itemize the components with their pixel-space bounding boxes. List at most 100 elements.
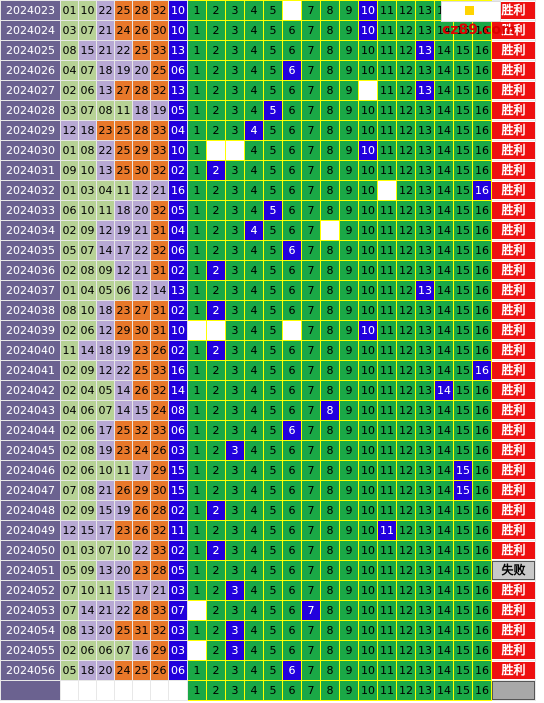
number-cell: 3 [225, 20, 245, 41]
red-ball-cell: 29 [150, 640, 169, 661]
result-cell: 胜利 [491, 520, 536, 541]
result-cell: 胜利 [491, 280, 536, 301]
number-cell: 6 [282, 80, 302, 101]
number-cell: 9 [339, 600, 359, 621]
red-ball-cell: 10 [96, 460, 115, 481]
number-cell: 3 [225, 80, 245, 101]
number-cell: 10 [358, 100, 378, 121]
number-cell: 2 [206, 380, 226, 401]
table-row: 2024042 02 04 05 14 26 32 14 1 2 3 4 5 6 7 8 9 10 11 12 13 14… [0, 380, 536, 401]
number-cell: 7 [301, 200, 321, 221]
red-ball-cell: 08 [78, 260, 97, 281]
red-ball-cell: 06 [78, 320, 97, 341]
number-cell: 5 [263, 420, 283, 441]
result-cell: 胜利 [491, 20, 536, 41]
win-badge: 胜利 [492, 502, 535, 519]
red-ball-cell: 12 [96, 360, 115, 381]
blue-ball-cell: 06 [168, 420, 188, 441]
number-cell: 7 [301, 20, 321, 41]
number-cell: 15 [453, 180, 473, 201]
number-cell: 12 [396, 60, 416, 81]
red-ball-cell: 24 [132, 440, 151, 461]
number-cell: 1 [187, 100, 207, 121]
result-cell: 胜利 [491, 140, 536, 161]
number-cell: 6 [282, 40, 302, 61]
result-cell: 胜利 [491, 540, 536, 561]
table-row: 2024048 02 09 15 19 26 28 02 1 2 3 4 5 6 7 8 9 10 11 12 13 14… [0, 500, 536, 521]
number-cell: 12 [396, 260, 416, 281]
red-ball-cell: 02 [60, 420, 79, 441]
number-cell: 12 [396, 440, 416, 461]
number-cell: 1 [187, 560, 207, 581]
number-cell: 3 [225, 540, 245, 561]
number-cell: 9 [339, 80, 359, 101]
number-cell: 8 [320, 60, 340, 81]
result-cell: 胜利 [491, 660, 536, 681]
blue-ball-cell: 07 [168, 600, 188, 621]
number-cell: 9 [339, 200, 359, 221]
red-ball-cell: 17 [96, 420, 115, 441]
number-cell: 6 [282, 220, 302, 241]
number-cell: 7 [301, 260, 321, 281]
win-badge: 胜利 [492, 442, 535, 459]
red-ball-cell: 18 [132, 100, 151, 121]
number-cell: 5 [263, 400, 283, 421]
result-cell: 胜利 [491, 440, 536, 461]
number-cell: 13 [415, 680, 435, 701]
number-cell: 16 [472, 640, 492, 661]
red-ball-cell: 09 [96, 260, 115, 281]
number-cell: 14 [434, 600, 454, 621]
red-ball-cell: 17 [132, 580, 151, 601]
number-cell: 7 [301, 240, 321, 261]
number-cell: 13 [415, 560, 435, 581]
win-badge: 胜利 [492, 422, 535, 439]
number-cell: 14 [434, 440, 454, 461]
result-cell: 胜利 [491, 460, 536, 481]
red-ball-cell: 02 [60, 440, 79, 461]
result-cell: 胜利 [491, 400, 536, 421]
period-cell: 2024044 [0, 420, 61, 441]
table-row: 2024027 02 06 13 27 28 32 13 1 2 3 4 5 6 7 8 9 11 12 13 14 15… [0, 80, 536, 101]
red-ball-cell: 19 [150, 100, 169, 121]
period-cell [0, 680, 61, 701]
blue-ball-cell: 14 [168, 380, 188, 401]
period-cell: 2024031 [0, 160, 61, 181]
number-cell: 8 [320, 580, 340, 601]
number-cell: 6 [282, 560, 302, 581]
number-cell: 16 [472, 300, 492, 321]
red-ball-cell: 33 [150, 120, 169, 141]
red-ball-cell: 24 [114, 660, 133, 681]
number-cell: 1 [187, 500, 207, 521]
win-badge: 胜利 [492, 162, 535, 179]
number-cell: 6 [282, 360, 302, 381]
red-ball-cell: 25 [114, 620, 133, 641]
number-cell: 15 [453, 560, 473, 581]
red-ball-cell: 32 [132, 420, 151, 441]
site-logo[interactable]: cz89.com [441, 1, 516, 38]
red-ball-cell: 22 [114, 40, 133, 61]
result-cell: 胜利 [491, 120, 536, 141]
number-cell: 9 [339, 460, 359, 481]
red-ball-cell: 02 [60, 380, 79, 401]
red-ball-cell: 23 [96, 120, 115, 141]
number-cell: 10 [358, 560, 378, 581]
number-cell: 4 [244, 400, 264, 421]
number-cell: 3 [225, 240, 245, 261]
number-cell: 15 [453, 80, 473, 101]
red-ball-cell: 08 [78, 140, 97, 161]
red-ball-cell: 26 [150, 340, 169, 361]
win-badge: 胜利 [492, 402, 535, 419]
number-cell: 13 [415, 140, 435, 161]
number-cell: 13 [415, 480, 435, 501]
table-row: 2024046 02 06 10 11 17 29 15 1 2 3 4 5 6 7 8 9 10 11 12 13 14… [0, 460, 536, 481]
red-ball-cell: 33 [150, 600, 169, 621]
number-cell: 7 [301, 80, 321, 101]
number-cell: 13 [415, 160, 435, 181]
number-cell: 12 [396, 540, 416, 561]
red-ball-cell: 02 [60, 220, 79, 241]
number-cell: 9 [339, 280, 359, 301]
number-cell: 16 [472, 280, 492, 301]
red-ball-cell: 05 [60, 560, 79, 581]
red-ball-cell: 26 [132, 380, 151, 401]
number-cell: 14 [434, 520, 454, 541]
